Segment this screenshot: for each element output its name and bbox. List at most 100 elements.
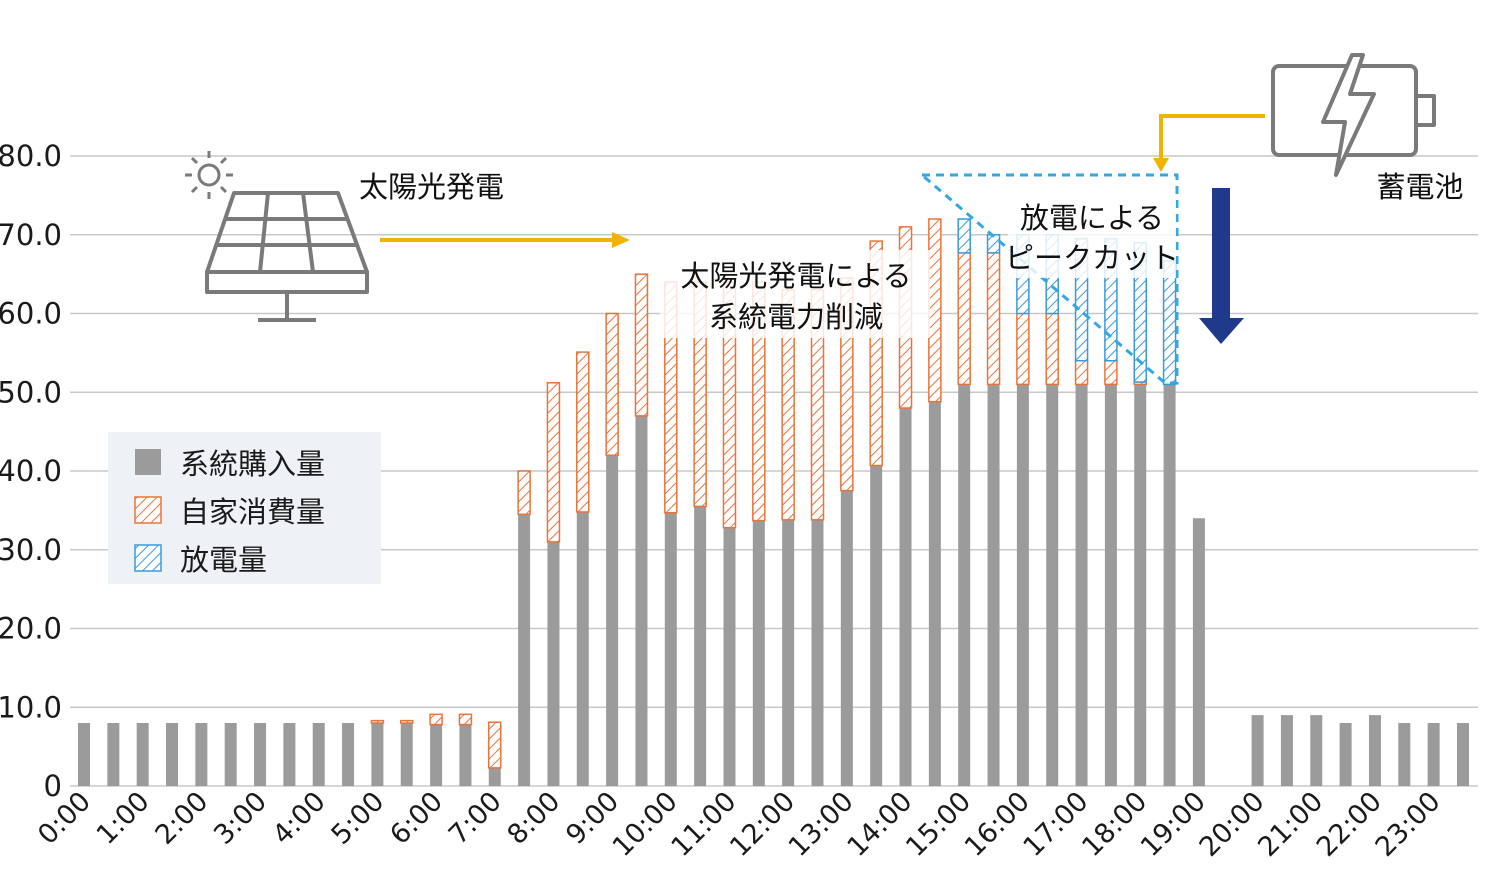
y-tick-label: 10.0 (0, 690, 62, 724)
y-tick-label: 40.0 (0, 454, 62, 488)
x-tick-label: 18:00 (1076, 786, 1153, 863)
y-tick-label: 50.0 (0, 375, 62, 409)
bar-self-consumption (634, 273, 649, 417)
bar-grid-purchase (1075, 384, 1088, 786)
bar-grid-purchase (107, 723, 120, 786)
bar-grid-purchase (664, 512, 677, 786)
legend-swatch-self-consumption (134, 496, 162, 524)
bar-grid-purchase (987, 384, 1000, 786)
x-tick-label: 8:00 (502, 786, 567, 851)
bar-self-consumption (399, 719, 414, 724)
legend-swatch-grid (135, 449, 161, 475)
bar-grid-purchase (459, 724, 472, 786)
legend-swatch-discharge (134, 544, 162, 572)
x-tick-label: 7:00 (443, 786, 508, 851)
bar-grid-purchase (1339, 723, 1352, 786)
bar-grid-purchase (1134, 384, 1147, 786)
x-tick-label: 17:00 (1018, 786, 1095, 863)
bar-self-consumption (429, 713, 443, 726)
x-tick-label: 21:00 (1252, 786, 1329, 863)
solar-reduction-label-line1: 太陽光発電による (680, 259, 911, 293)
x-tick-label: 15:00 (900, 786, 977, 863)
bar-grid-purchase (1398, 723, 1411, 786)
bar-grid-purchase (195, 723, 208, 786)
y-tick-label: 80.0 (0, 139, 62, 173)
bar-grid-purchase (958, 384, 971, 786)
x-tick-label: 3:00 (208, 786, 273, 851)
legend-label-discharge: 放電量 (180, 543, 267, 577)
x-tick-label: 10:00 (607, 786, 684, 863)
bar-grid-purchase (1280, 715, 1293, 786)
bar-grid-purchase (1310, 715, 1323, 786)
peak-cut-outline (921, 173, 1179, 385)
bar-grid-purchase (1251, 715, 1264, 786)
bar-grid-purchase (782, 519, 795, 786)
x-axis-tick-labels: 0:001:002:003:004:005:006:007:008:009:00… (32, 786, 1446, 863)
x-tick-label: 4:00 (267, 786, 332, 851)
bar-self-consumption (1045, 312, 1059, 386)
bar-self-consumption (370, 719, 385, 724)
bar-grid-purchase (811, 519, 824, 786)
bar-self-consumption (517, 470, 531, 516)
bar-grid-purchase (430, 724, 443, 786)
x-tick-label: 22:00 (1311, 786, 1388, 863)
bar-grid-purchase (606, 455, 619, 786)
bar-grid-purchase (1163, 384, 1176, 786)
bar-self-consumption (576, 351, 590, 513)
bar-grid-purchase (576, 511, 589, 786)
x-tick-label: 5:00 (326, 786, 391, 851)
bar-self-consumption (957, 252, 971, 386)
bar-self-consumption (1016, 312, 1030, 386)
bar-grid-purchase (518, 514, 531, 786)
peak-cut-callout-bg (1008, 198, 1176, 278)
peak-cut-label-line1: 放電による (1020, 201, 1164, 235)
bar-self-consumption (458, 713, 473, 726)
bar-grid-purchase (1104, 384, 1117, 786)
solar-callout-arrow (380, 232, 630, 248)
bar-grid-purchase (635, 415, 648, 786)
bar-self-consumption (986, 252, 1001, 386)
down-arrow (1199, 188, 1244, 344)
bar-grid-purchase (371, 723, 384, 786)
bar-grid-purchase (1016, 384, 1029, 786)
bar-grid-purchase (870, 465, 883, 786)
bar-discharge (986, 234, 1001, 254)
bar-discharge (957, 218, 971, 254)
legend: 系統購入量 自家消費量 放電量 (108, 432, 381, 584)
bar-self-consumption (605, 312, 619, 456)
bar-grid-purchase (224, 723, 237, 786)
y-axis-tick-labels: 0 10.0 20.0 30.0 40.0 50.0 60.0 70.0 80.0 (0, 139, 62, 803)
bar-grid-purchase (723, 527, 736, 786)
x-tick-label: 13:00 (783, 786, 860, 863)
x-tick-label: 23:00 (1370, 786, 1447, 863)
legend-label-self-consumption: 自家消費量 (180, 495, 325, 529)
sun-icon (185, 151, 233, 199)
bar-grid-purchase (1456, 723, 1469, 786)
y-tick-label: 70.0 (0, 218, 62, 252)
battery-icon (1271, 53, 1436, 177)
solar-label: 太陽光発電 (359, 170, 504, 204)
y-tick-label: 30.0 (0, 533, 62, 567)
bar-grid-purchase (752, 520, 765, 786)
x-tick-label: 0:00 (32, 786, 97, 851)
x-tick-label: 20:00 (1194, 786, 1271, 863)
legend-label-grid: 系統購入量 (180, 447, 325, 481)
x-tick-label: 16:00 (959, 786, 1036, 863)
bar-grid-purchase (136, 723, 149, 786)
x-tick-label: 6:00 (384, 786, 449, 851)
bar-grid-purchase (1192, 518, 1205, 786)
bar-grid-purchase (283, 723, 296, 786)
bar-grid-purchase (694, 506, 707, 786)
x-tick-label: 12:00 (724, 786, 801, 863)
bar-grid-purchase (547, 541, 560, 786)
x-tick-label: 19:00 (1135, 786, 1212, 863)
x-tick-label: 11:00 (665, 786, 742, 863)
bar-grid-purchase (928, 401, 941, 786)
bar-self-consumption (1074, 360, 1089, 386)
y-tick-label: 20.0 (0, 612, 62, 646)
bar-self-consumption (488, 721, 502, 769)
bar-grid-purchase (840, 490, 853, 786)
x-tick-label: 2:00 (150, 786, 215, 851)
bar-grid-purchase (488, 767, 501, 786)
